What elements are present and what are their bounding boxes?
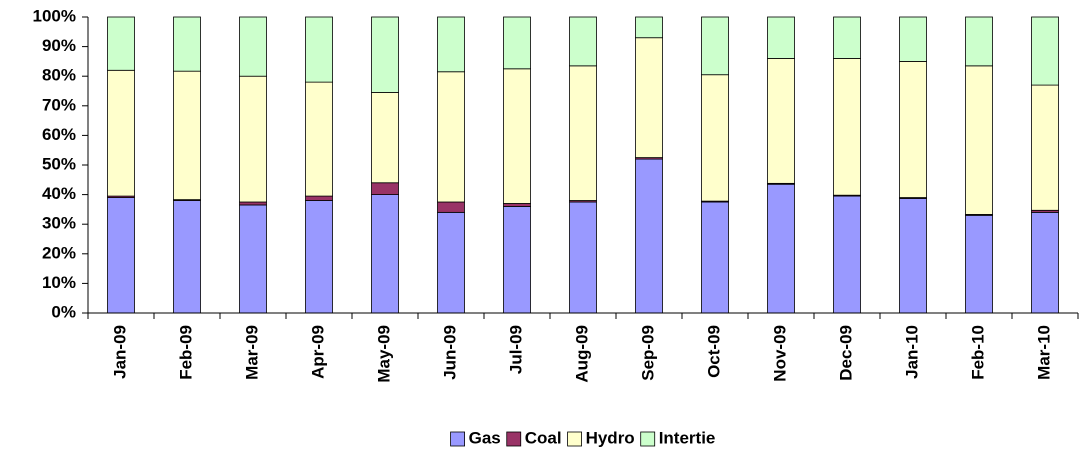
- bar-segment: [173, 70, 201, 201]
- legend-swatch: [506, 431, 522, 447]
- bar-segment: [437, 71, 465, 203]
- bar-segment: [965, 65, 993, 215]
- bar-segment: [701, 74, 729, 202]
- bar-segment: [437, 16, 465, 73]
- bar-segment: [437, 211, 465, 314]
- legend-swatch: [450, 431, 466, 447]
- bar-segment: [833, 195, 861, 314]
- bar-segment: [107, 197, 135, 314]
- y-tick-label: 60%: [42, 125, 76, 144]
- x-tick-label: Feb-09: [176, 325, 195, 380]
- y-tick-label: 30%: [42, 214, 76, 233]
- bar-segment: [965, 214, 993, 314]
- bar-segment: [173, 200, 201, 314]
- bar-segment: [305, 195, 333, 201]
- bar-segment: [1031, 84, 1059, 211]
- bar-segment: [305, 16, 333, 83]
- bar-segment: [569, 201, 597, 314]
- bar-segment: [239, 201, 267, 206]
- bar-segment: [239, 204, 267, 314]
- bar-segment: [305, 200, 333, 314]
- bar-segment: [503, 203, 531, 207]
- x-tick-label: Feb-10: [968, 325, 987, 380]
- bar-segment: [371, 16, 399, 93]
- bar-segment: [833, 58, 861, 196]
- x-tick-label: May-09: [374, 325, 393, 383]
- x-tick-label: Mar-09: [242, 325, 261, 380]
- bar-segment: [503, 68, 531, 204]
- x-tick-label: Jan-09: [110, 325, 129, 379]
- y-tick-label: 90%: [42, 36, 76, 55]
- y-tick-label: 40%: [42, 184, 76, 203]
- y-tick-label: 20%: [42, 243, 76, 262]
- bar-segment: [767, 183, 795, 314]
- bar-segment: [437, 201, 465, 213]
- bar-segment: [635, 37, 663, 158]
- x-tick-label: Jan-10: [902, 325, 921, 379]
- legend-label: Intertie: [659, 428, 716, 447]
- bar-segment: [239, 75, 267, 203]
- x-tick-label: Apr-09: [308, 325, 327, 379]
- bar-segment: [239, 16, 267, 77]
- y-tick-label: 80%: [42, 66, 76, 85]
- bar-segment: [1031, 211, 1059, 314]
- legend-label: Coal: [525, 428, 562, 447]
- legend-label: Gas: [469, 428, 501, 447]
- legend-swatch: [567, 431, 582, 447]
- bar-segment: [767, 58, 795, 184]
- bar-segment: [503, 206, 531, 314]
- bar-segment: [701, 201, 729, 314]
- bar-segment: [635, 158, 663, 314]
- bar-segment: [371, 194, 399, 314]
- y-tick-label: 100%: [33, 6, 76, 25]
- x-tick-label: Jul-09: [506, 325, 525, 374]
- bar-segment: [371, 182, 399, 195]
- y-tick-label: 50%: [42, 154, 76, 173]
- bar-segment: [635, 16, 663, 39]
- bar-segment: [899, 198, 927, 314]
- x-tick-label: Dec-09: [836, 325, 855, 381]
- bar-segment: [371, 92, 399, 184]
- x-tick-label: Aug-09: [572, 325, 591, 383]
- legend-label: Hydro: [586, 428, 635, 447]
- bar-segment: [569, 65, 597, 201]
- x-tick-label: Oct-09: [704, 325, 723, 378]
- bar-segment: [965, 16, 993, 67]
- x-tick-label: Sep-09: [638, 325, 657, 381]
- y-tick-label: 70%: [42, 95, 76, 114]
- y-tick-label: 0%: [51, 302, 76, 321]
- bar-segment: [899, 61, 927, 198]
- x-tick-label: Jun-09: [440, 325, 459, 380]
- legend-swatch: [640, 431, 656, 447]
- bar-segment: [701, 16, 729, 76]
- bar-segment: [899, 16, 927, 62]
- bar-segment: [503, 16, 531, 70]
- bar-segment: [1031, 16, 1059, 86]
- bar-segment: [107, 69, 135, 197]
- y-tick-label: 10%: [42, 273, 76, 292]
- bar-segment: [833, 16, 861, 59]
- bar-segment: [107, 16, 135, 71]
- bar-segment: [305, 81, 333, 197]
- bar-segment: [767, 16, 795, 59]
- bar-segment: [173, 16, 201, 72]
- bar-segment: [569, 16, 597, 67]
- x-tick-label: Nov-09: [770, 325, 789, 382]
- x-tick-label: Mar-10: [1034, 325, 1053, 380]
